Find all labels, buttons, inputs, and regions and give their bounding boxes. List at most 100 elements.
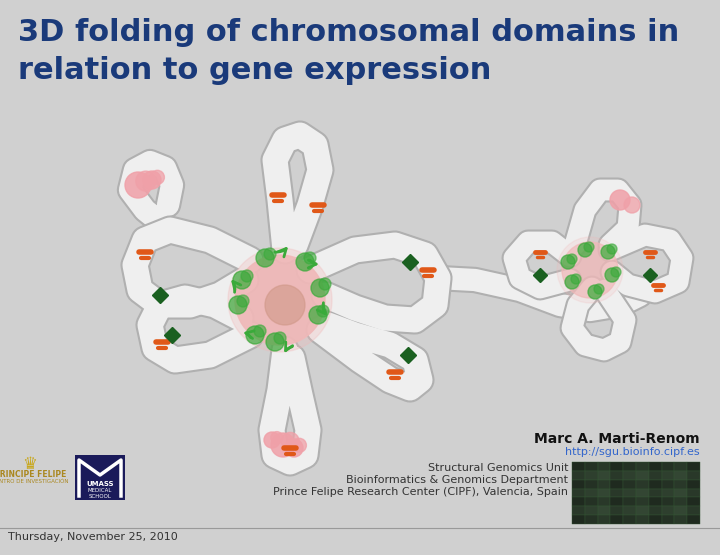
Bar <box>572 462 585 471</box>
Bar <box>611 480 624 488</box>
Bar <box>572 488 585 497</box>
Bar <box>649 488 662 497</box>
Circle shape <box>571 274 581 284</box>
Circle shape <box>266 333 284 351</box>
Circle shape <box>309 306 327 324</box>
Bar <box>598 515 611 524</box>
Bar <box>662 462 675 471</box>
Circle shape <box>605 268 619 282</box>
Bar <box>687 462 700 471</box>
Bar <box>585 515 598 524</box>
Bar <box>598 488 611 497</box>
Bar <box>624 515 636 524</box>
Bar <box>624 488 636 497</box>
Bar <box>572 497 585 506</box>
Bar <box>675 506 687 515</box>
Text: Marc A. Marti-Renom: Marc A. Marti-Renom <box>534 432 700 446</box>
Circle shape <box>561 255 575 269</box>
Circle shape <box>296 253 314 271</box>
Text: SCHOOL: SCHOOL <box>89 494 112 499</box>
Text: Thursday, November 25, 2010: Thursday, November 25, 2010 <box>8 532 178 542</box>
Circle shape <box>624 197 640 213</box>
Circle shape <box>246 326 264 344</box>
Bar <box>675 480 687 488</box>
Text: Prince Felipe Research Center (CIPF), Valencia, Spain: Prince Felipe Research Center (CIPF), Va… <box>273 487 568 497</box>
Circle shape <box>228 248 332 352</box>
Bar <box>611 497 624 506</box>
Bar <box>572 480 585 488</box>
Bar <box>611 488 624 497</box>
Bar <box>572 506 585 515</box>
Bar <box>611 471 624 480</box>
Circle shape <box>271 433 295 457</box>
Bar <box>662 471 675 480</box>
Circle shape <box>567 254 577 264</box>
Bar <box>636 515 649 524</box>
Bar <box>611 515 624 524</box>
Bar <box>662 515 675 524</box>
Circle shape <box>229 296 247 314</box>
Circle shape <box>237 295 249 307</box>
Bar <box>598 462 611 471</box>
Circle shape <box>274 332 286 344</box>
Bar <box>585 462 598 471</box>
Bar <box>649 506 662 515</box>
Bar <box>675 488 687 497</box>
Circle shape <box>562 242 618 298</box>
Circle shape <box>292 438 307 452</box>
Bar <box>624 462 636 471</box>
Bar <box>636 471 649 480</box>
Text: PRINCIPE FELIPE: PRINCIPE FELIPE <box>0 470 66 479</box>
Circle shape <box>271 432 283 443</box>
Text: MEDICAL: MEDICAL <box>88 488 112 493</box>
Text: Structural Genomics Unit: Structural Genomics Unit <box>428 463 568 473</box>
Text: relation to gene expression: relation to gene expression <box>18 56 491 85</box>
Bar <box>585 506 598 515</box>
Bar <box>585 488 598 497</box>
Circle shape <box>150 170 164 184</box>
Circle shape <box>233 271 251 289</box>
Circle shape <box>588 285 602 299</box>
Circle shape <box>264 248 276 260</box>
Circle shape <box>611 267 621 277</box>
Bar <box>687 506 700 515</box>
Bar <box>572 515 585 524</box>
Text: Bioinformatics & Genomics Department: Bioinformatics & Genomics Department <box>346 475 568 485</box>
Circle shape <box>304 252 316 264</box>
Circle shape <box>241 270 253 282</box>
Bar <box>687 497 700 506</box>
Text: CENTRO DE INVESTIGACIÓN: CENTRO DE INVESTIGACIÓN <box>0 479 68 484</box>
Bar <box>662 488 675 497</box>
Bar <box>75 455 125 500</box>
Bar <box>598 497 611 506</box>
Circle shape <box>607 244 617 254</box>
Bar <box>585 480 598 488</box>
Circle shape <box>235 255 325 345</box>
Bar <box>649 471 662 480</box>
Bar <box>636 462 649 471</box>
Bar <box>611 462 624 471</box>
Circle shape <box>264 432 280 448</box>
Text: UMASS: UMASS <box>86 481 114 487</box>
Circle shape <box>319 278 331 290</box>
Bar <box>687 515 700 524</box>
Text: http://sgu.bioinfo.cipf.es: http://sgu.bioinfo.cipf.es <box>565 447 700 457</box>
Circle shape <box>125 172 151 198</box>
Bar <box>662 480 675 488</box>
Bar <box>687 480 700 488</box>
Bar <box>687 488 700 497</box>
Circle shape <box>601 245 615 259</box>
Bar <box>585 471 598 480</box>
Bar <box>649 515 662 524</box>
Bar <box>624 497 636 506</box>
Bar <box>624 480 636 488</box>
Bar <box>624 471 636 480</box>
Bar <box>675 497 687 506</box>
Circle shape <box>254 325 266 337</box>
Circle shape <box>136 171 156 191</box>
Bar <box>675 471 687 480</box>
Bar <box>636 480 649 488</box>
Text: 3D folding of chromosomal domains in: 3D folding of chromosomal domains in <box>18 18 679 47</box>
Circle shape <box>143 171 161 189</box>
Circle shape <box>565 275 579 289</box>
